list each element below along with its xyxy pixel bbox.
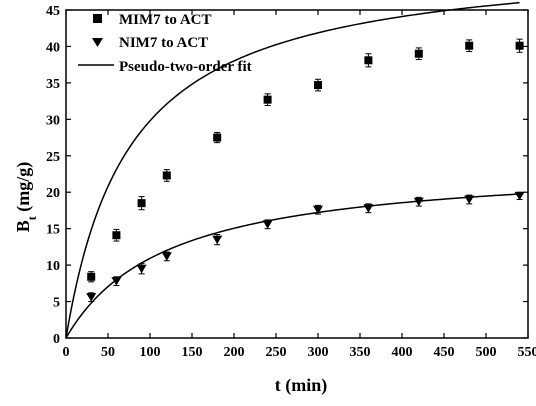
y-tick-label: 25: [46, 150, 60, 165]
y-tick-label: 20: [46, 186, 60, 201]
point-mim7: [465, 42, 473, 50]
point-nim7: [137, 265, 147, 274]
x-tick-label: 0: [63, 345, 70, 360]
point-nim7: [162, 252, 172, 261]
y-axis-title-unit: (mg/g): [13, 162, 34, 216]
fit-curve-1: [66, 3, 520, 338]
point-mim7: [112, 231, 120, 239]
point-nim7: [464, 196, 474, 205]
legend: MIM7 to ACT NIM7 to ACT Pseudo-two-order…: [78, 12, 252, 75]
point-mim7: [314, 81, 322, 89]
x-tick-label: 450: [434, 345, 455, 360]
point-nim7: [212, 236, 222, 245]
legend-label-nim7: NIM7 to ACT: [119, 35, 208, 51]
point-mim7: [264, 96, 272, 104]
y-tick-label: 45: [46, 4, 60, 19]
point-mim7: [213, 134, 221, 142]
y-tick-label: 15: [46, 223, 60, 238]
legend-label-mim7: MIM7 to ACT: [119, 12, 212, 28]
x-tick-label: 350: [350, 345, 371, 360]
legend-marker-nim7: [92, 38, 103, 47]
y-tick-label: 10: [46, 259, 60, 274]
x-axis-title: t (min): [275, 375, 328, 396]
y-tick-label: 0: [53, 332, 60, 347]
x-tick-label: 250: [266, 345, 287, 360]
x-tick-label: 100: [140, 345, 161, 360]
point-mim7: [163, 171, 171, 179]
point-nim7: [263, 220, 273, 229]
axes: 0 50 100 150 200 250 300 350 400 450 500 550 0 5 10 15 2…: [46, 4, 536, 360]
y-tick-label: 5: [53, 296, 60, 311]
point-mim7: [138, 199, 146, 207]
point-mim7: [364, 56, 372, 64]
y-tick-label: 35: [46, 77, 60, 92]
x-tick-label: 500: [476, 345, 497, 360]
point-nim7: [515, 192, 525, 201]
y-axis-title-main: B: [13, 220, 33, 232]
x-tick-label: 550: [518, 345, 536, 360]
point-mim7: [516, 42, 524, 50]
x-tick-label: 150: [182, 345, 203, 360]
point-nim7: [86, 293, 96, 302]
data-points: [86, 39, 524, 302]
x-tick-label: 400: [392, 345, 413, 360]
y-axis-title: Bt (mg/g): [13, 162, 39, 233]
x-tick-label: 300: [308, 345, 329, 360]
point-nim7: [363, 204, 373, 213]
y-tick-label: 30: [46, 113, 60, 128]
point-mim7: [87, 273, 95, 281]
x-tick-label: 50: [101, 345, 115, 360]
point-nim7: [111, 277, 121, 286]
legend-marker-mim7: [93, 14, 102, 23]
fit-curves: [66, 3, 520, 338]
fit-curve-2: [66, 194, 520, 338]
x-tick-label: 200: [224, 345, 245, 360]
y-tick-label: 40: [46, 40, 60, 55]
legend-label-fit: Pseudo-two-order fit: [119, 59, 252, 75]
point-mim7: [415, 50, 423, 58]
